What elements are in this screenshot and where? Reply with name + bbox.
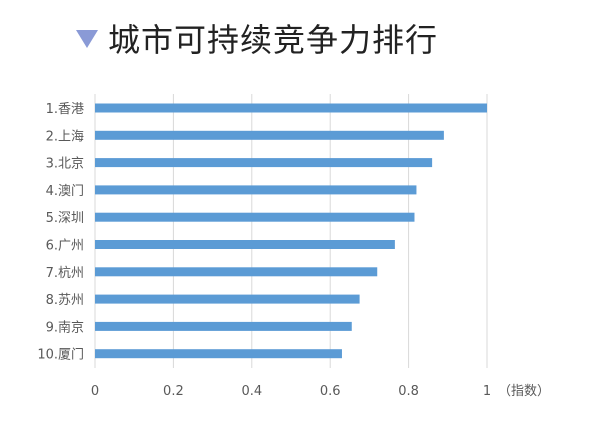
bar — [95, 267, 378, 277]
category-label: 7.杭州 — [46, 266, 84, 281]
category-label: 9.南京 — [46, 319, 84, 335]
x-tick-label: 0.8 — [398, 384, 419, 399]
bar — [95, 321, 352, 331]
title-row: 城市可持续竞争力排行 — [76, 14, 438, 62]
category-label: 10.厦门 — [37, 348, 84, 363]
bar — [95, 240, 395, 249]
bar — [95, 349, 342, 359]
chart-title: 城市可持续竞争力排行 — [108, 21, 439, 59]
category-label: 8.苏州 — [46, 292, 84, 308]
x-tick-label: 0.6 — [320, 384, 341, 399]
bar — [95, 130, 444, 140]
category-labels: 1.香港 2.上海 3.北京 4.澳门 5.深圳 6.广州 7.杭州 8.苏州 9.南京 10.厦… — [37, 102, 84, 363]
triangle-down-icon — [76, 30, 98, 48]
bar — [95, 294, 360, 304]
x-tick-label: 1 — [483, 384, 491, 399]
bars — [95, 103, 487, 359]
bar — [95, 212, 415, 222]
bar — [95, 185, 417, 195]
category-label: 6.广州 — [46, 239, 84, 254]
category-label: 5.深圳 — [46, 211, 84, 226]
category-label: 4.澳门 — [46, 183, 84, 199]
category-label: 1.香港 — [46, 102, 84, 117]
bar — [95, 158, 433, 168]
bar — [95, 103, 487, 113]
category-label: 3.北京 — [46, 157, 84, 172]
x-tick-label: 0.4 — [241, 384, 262, 399]
x-tick-label: 0.2 — [163, 384, 184, 399]
category-label: 2.上海 — [46, 129, 84, 144]
x-tick-labels: 0 0.2 0.4 0.6 0.8 1 — [91, 384, 491, 399]
x-axis-label: （指数） — [498, 384, 550, 399]
x-tick-label: 0 — [91, 384, 99, 399]
